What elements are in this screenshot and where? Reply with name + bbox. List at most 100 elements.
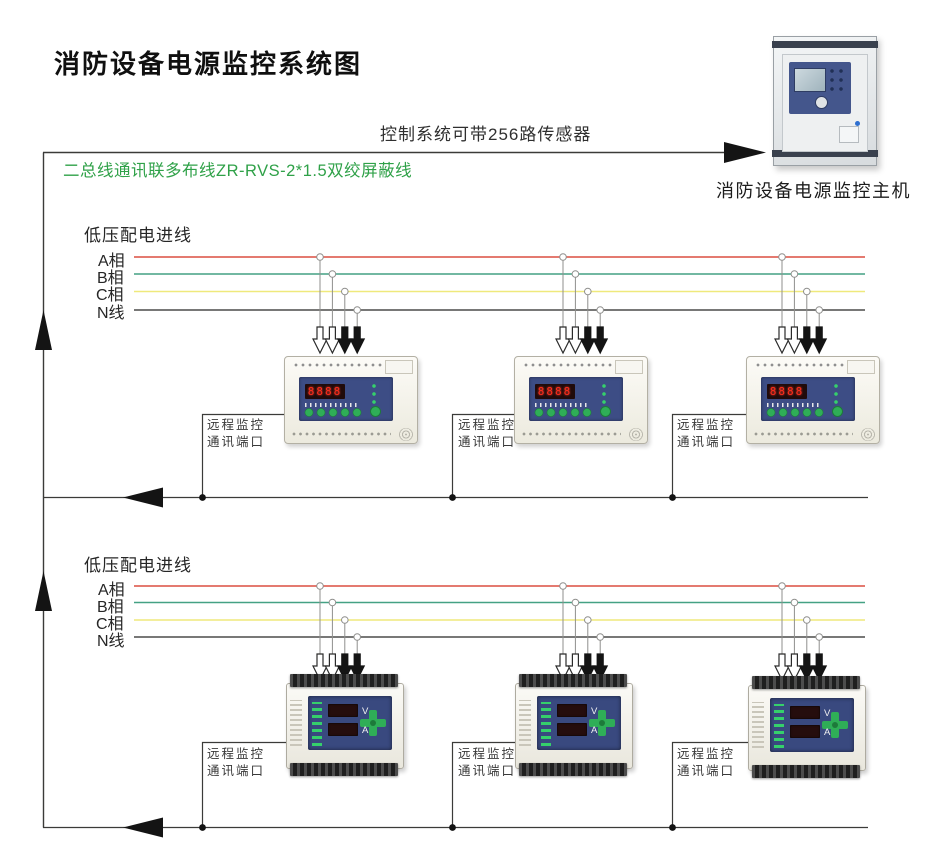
terminal-block xyxy=(290,763,398,776)
solid-arrow-icon xyxy=(336,326,353,355)
power-monitor-module: 8888 xyxy=(514,356,648,444)
comm-port-bracket xyxy=(451,413,522,498)
monitoring-host-unit xyxy=(772,36,878,166)
amp-unit-label: A xyxy=(591,725,598,736)
terminal-row xyxy=(523,362,619,369)
device-tag xyxy=(385,360,413,374)
solid-arrow-icon xyxy=(592,326,609,355)
voltage-current-sensor: V A xyxy=(284,674,404,776)
host-screen xyxy=(794,68,826,92)
neutral-label: N线 xyxy=(97,305,125,322)
panel-buttons xyxy=(534,408,594,417)
solid-arrow-icon xyxy=(349,653,366,682)
hollow-arrow-icon xyxy=(567,326,584,355)
comm-port-label: 远程监控 通讯端口 xyxy=(458,417,516,451)
volt-unit-label: V xyxy=(591,706,598,717)
host-led xyxy=(855,121,860,126)
buzzer-icon xyxy=(629,428,643,441)
comm-port-bracket xyxy=(201,741,292,828)
terminal-block xyxy=(519,763,627,776)
amp-unit-label: A xyxy=(824,727,831,738)
device-panel: 8888 xyxy=(299,377,393,421)
comm-port-label-line2: 通讯端口 xyxy=(677,764,736,778)
comm-port-label-line2: 通讯端口 xyxy=(458,764,517,778)
device-panel: 8888 xyxy=(529,377,623,421)
phase-b-label: B相 xyxy=(97,270,124,287)
comm-port-label-line1: 远程监控 xyxy=(677,418,736,432)
volt-unit-label: V xyxy=(362,706,369,717)
device-panel: 8888 xyxy=(761,377,855,421)
comm-port-label-line1: 远程监控 xyxy=(458,747,517,761)
comm-port-bracket xyxy=(201,413,292,498)
scale-ticks xyxy=(767,403,819,407)
comm-port-label-line2: 通讯端口 xyxy=(207,435,266,449)
device-panel: V A xyxy=(537,696,621,750)
comm-port-label: 远程监控 通讯端口 xyxy=(677,417,735,451)
phase-a-label: A相 xyxy=(98,582,125,599)
hollow-arrow-icon xyxy=(786,326,803,355)
terminal-block xyxy=(752,676,860,689)
panel-buttons xyxy=(304,408,364,417)
comm-port-label-line2: 通讯端口 xyxy=(207,764,266,778)
volt-display xyxy=(790,706,820,719)
comm-port-bracket xyxy=(451,741,520,828)
comm-port-label: 远程监控 通讯端口 xyxy=(207,417,265,451)
page-title: 消防设备电源监控系统图 xyxy=(54,50,363,80)
dpad-center-button xyxy=(599,720,605,726)
comm-port-label-line1: 远程监控 xyxy=(458,418,517,432)
up-arrowhead-icon xyxy=(35,571,52,611)
vent-slots xyxy=(519,700,531,746)
terminal-row xyxy=(293,362,389,369)
volt-display xyxy=(557,704,587,717)
up-arrowhead-icon xyxy=(35,310,52,350)
amp-unit-label: A xyxy=(362,725,369,736)
panel-button xyxy=(600,406,611,417)
panel-button xyxy=(832,406,843,417)
phase-c-label: C相 xyxy=(96,616,124,633)
terminal-row xyxy=(755,362,851,369)
vent-slots xyxy=(752,702,764,748)
solid-arrow-icon xyxy=(592,653,609,682)
host-keypad xyxy=(829,68,847,94)
sensor-capacity-note: 控制系统可带256路传感器 xyxy=(380,125,592,144)
right-arrowhead-icon xyxy=(724,142,766,163)
terminal-block xyxy=(290,674,398,687)
amp-display xyxy=(328,723,358,736)
hollow-arrow-icon xyxy=(312,326,328,355)
voltage-current-sensor: V A xyxy=(746,676,866,778)
solid-arrow-icon xyxy=(811,653,828,682)
comm-port-label: 远程监控 通讯端口 xyxy=(207,746,265,780)
host-knob xyxy=(815,96,828,109)
terminal-block xyxy=(752,765,860,778)
left-arrowhead-icon xyxy=(123,487,163,508)
vent-slots xyxy=(290,700,302,746)
phase-c-label: C相 xyxy=(96,287,124,304)
segment-display: 8888 xyxy=(767,384,807,399)
voltage-current-sensor: V A xyxy=(513,674,633,776)
comm-port-label: 远程监控 通讯端口 xyxy=(677,746,735,780)
host-paper-slot xyxy=(839,126,859,143)
terminal-row xyxy=(291,431,391,438)
buzzer-icon xyxy=(399,428,413,441)
scale-ticks xyxy=(305,403,357,407)
segment-display: 8888 xyxy=(305,384,345,399)
scale-ticks xyxy=(535,403,587,407)
segment-display: 8888 xyxy=(535,384,575,399)
panel-buttons xyxy=(766,408,826,417)
hollow-arrow-icon xyxy=(555,326,571,355)
volt-display xyxy=(328,704,358,717)
comm-port-label-line2: 通讯端口 xyxy=(458,435,517,449)
host-control-panel xyxy=(789,62,851,114)
device-tag xyxy=(847,360,875,374)
solid-arrow-icon xyxy=(811,326,828,355)
comm-port-label: 远程监控 通讯端口 xyxy=(458,746,516,780)
terminal-row xyxy=(521,431,621,438)
solid-arrow-icon xyxy=(349,326,366,355)
bus-junction-dots xyxy=(199,494,676,831)
device-tag xyxy=(615,360,643,374)
power-monitor-module: 8888 xyxy=(284,356,418,444)
solid-arrow-icon xyxy=(579,326,596,355)
host-bottom-strip xyxy=(772,150,878,157)
